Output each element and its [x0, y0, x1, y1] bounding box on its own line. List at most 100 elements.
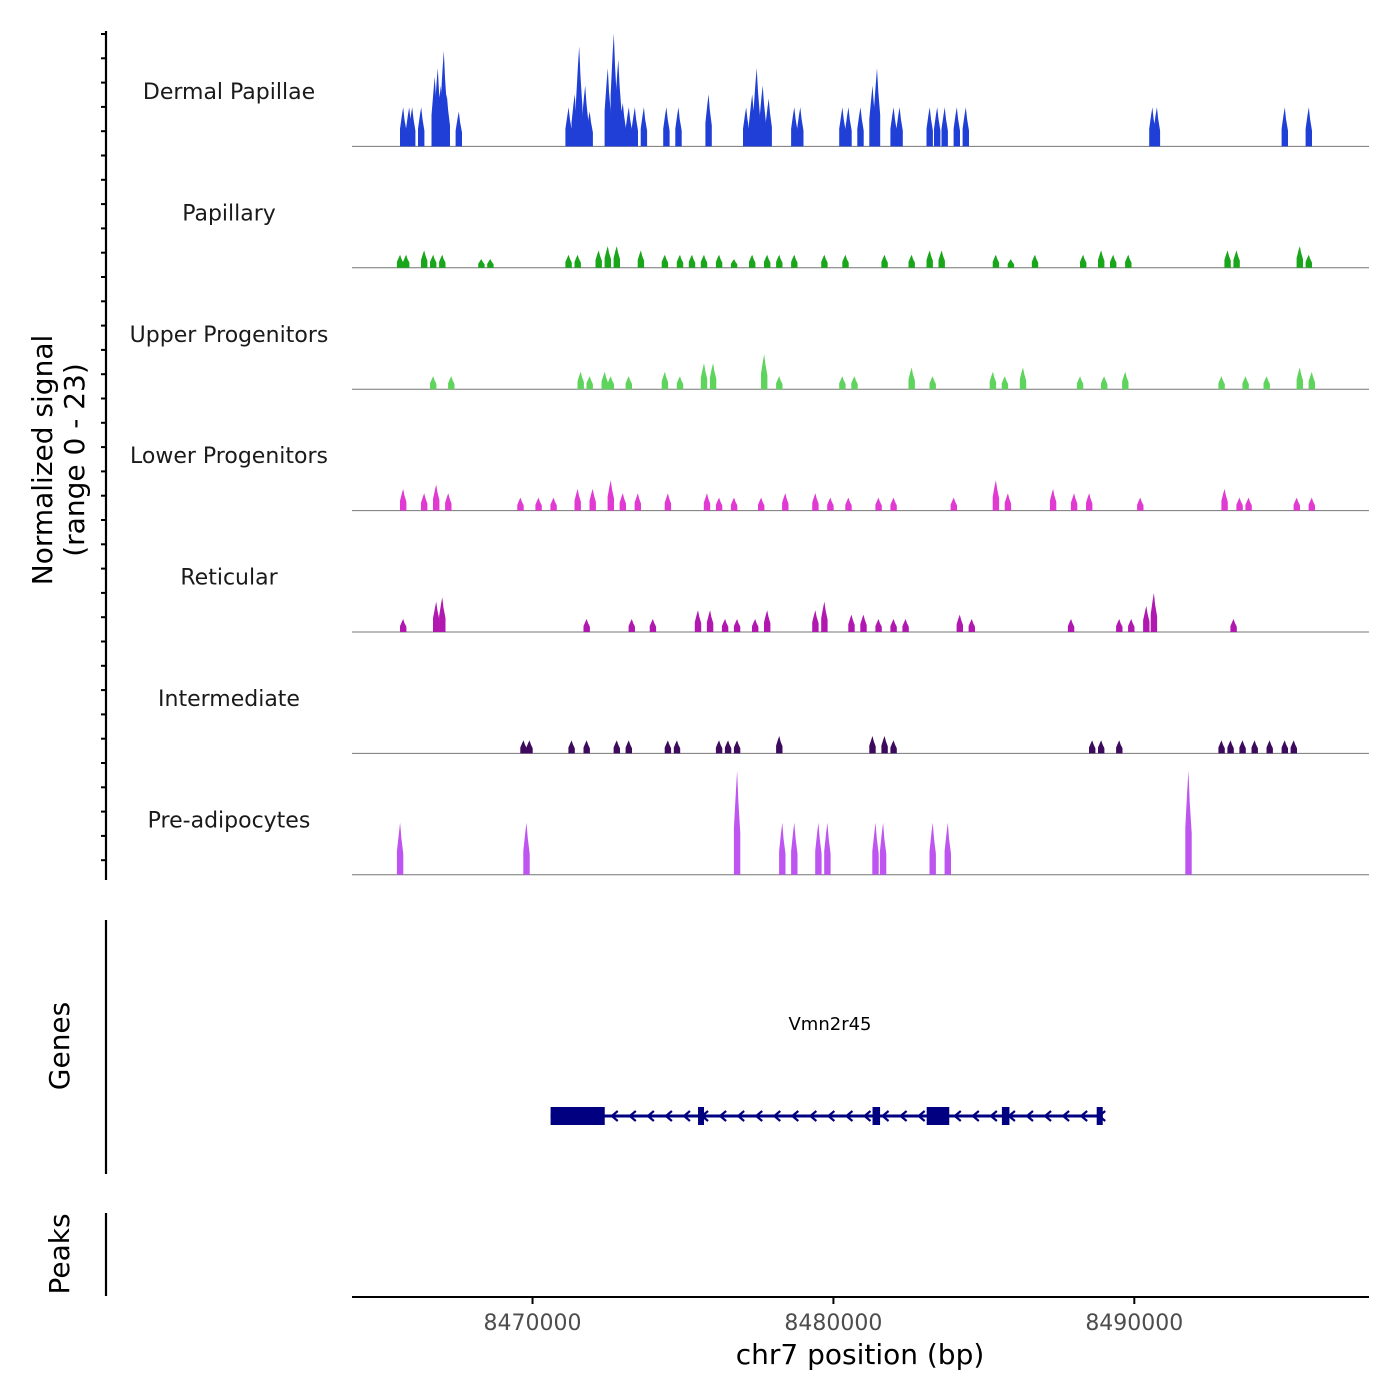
signal-peak [601, 371, 608, 390]
signal-peak [443, 94, 450, 147]
signal-peak [550, 497, 557, 511]
signal-peak [812, 493, 819, 511]
peaks-label: Peaks [43, 1213, 76, 1294]
signal-peak [1019, 367, 1027, 390]
signal-peak [1007, 259, 1015, 268]
strand-arrow [808, 1110, 818, 1122]
signal-peak [676, 254, 684, 268]
signal-peak [929, 376, 936, 390]
signal-peak [418, 107, 425, 147]
signal-peak [1296, 367, 1303, 390]
coverage-tracks: Dermal Papillae Papillary Upper Progenitor… [130, 33, 1369, 876]
gene-exon [1096, 1107, 1103, 1125]
strand-arrow [664, 1110, 673, 1122]
track-label: Reticular [180, 566, 278, 591]
signal-peak [1221, 488, 1228, 511]
signal-peak [956, 614, 963, 632]
signal-peak [1122, 371, 1129, 390]
signal-peak [721, 619, 729, 632]
signal-peak [487, 259, 494, 268]
signal-peak [574, 254, 581, 268]
signal-peak [926, 107, 933, 147]
signal-peak [1281, 107, 1288, 147]
track-reticular: Reticular [180, 566, 1369, 633]
signal-peak [517, 497, 524, 511]
signal-peak [749, 254, 756, 268]
signal-peak [1153, 107, 1161, 147]
signal-peak [661, 371, 669, 390]
signal-peak [1125, 254, 1132, 268]
signal-peak [619, 102, 626, 147]
signal-peak [776, 376, 783, 390]
signal-peak [845, 497, 852, 511]
signal-peak [663, 107, 670, 147]
signal-peak [625, 740, 632, 754]
track-label: Pre-adipocytes [148, 808, 311, 833]
strand-arrow [880, 1110, 890, 1122]
signal-peak [583, 619, 590, 632]
signal-peak [421, 250, 428, 268]
strand-arrow [989, 1110, 998, 1122]
signal-peak [941, 107, 948, 147]
signal-peak [797, 107, 804, 147]
signal-peak [764, 610, 771, 632]
strand-arrow [1061, 1110, 1070, 1122]
signal-peak [676, 376, 684, 390]
signal-peak [664, 493, 672, 511]
signal-peak [1004, 493, 1012, 511]
signal-peak [791, 822, 798, 875]
gene-exon [698, 1107, 705, 1125]
strand-arrow [736, 1110, 745, 1122]
signal-peak [873, 68, 881, 147]
strand-arrow [1043, 1110, 1052, 1122]
signal-peak [1227, 740, 1234, 754]
signal-peak [1296, 246, 1303, 268]
strand-arrow [862, 1110, 872, 1122]
signal-peak [992, 254, 1000, 268]
signal-peak [595, 250, 602, 268]
signal-peak [433, 484, 440, 511]
strand-arrow [1079, 1110, 1088, 1122]
x-tick-label: 8490000 [1085, 1311, 1183, 1336]
signal-peak [700, 254, 708, 268]
signal-peak [1116, 740, 1123, 754]
signal-peak [396, 254, 404, 268]
x-axis-label: chr7 position (bp) [736, 1338, 985, 1371]
strand-arrow [646, 1110, 655, 1122]
signal-peak [929, 822, 936, 875]
signal-peak [1224, 250, 1231, 268]
gene-exon [550, 1107, 605, 1125]
signal-peak [875, 497, 882, 511]
signal-peak [879, 822, 887, 875]
signal-peak [875, 619, 882, 632]
signal-peak [613, 246, 620, 268]
strand-arrow [844, 1110, 854, 1122]
signal-peak [703, 493, 711, 511]
signal-peak [1001, 376, 1009, 390]
signal-peak [827, 497, 834, 511]
strand-arrow [718, 1110, 727, 1122]
signal-peak [950, 497, 957, 511]
signal-peak [625, 107, 632, 147]
signal-peak [815, 822, 822, 875]
track-label: Upper Progenitors [130, 323, 329, 348]
signal-peak [881, 736, 888, 754]
track-papillary: Papillary [182, 201, 1369, 269]
signal-peak [430, 376, 437, 390]
signal-peak [926, 250, 933, 268]
track-label: Intermediate [158, 687, 300, 712]
signal-peak [700, 363, 708, 390]
signal-peak [759, 85, 766, 147]
signal-peak [791, 107, 798, 147]
x-tick-label: 8480000 [784, 1311, 882, 1336]
y-axis-label-line1: Normalized signal [26, 335, 59, 586]
signal-peak [779, 822, 786, 875]
signal-peak [649, 619, 657, 632]
signal-peak [839, 376, 846, 390]
signal-peak [872, 822, 879, 875]
signal-peak [1128, 619, 1135, 632]
signal-peak [574, 488, 581, 511]
signal-peak [860, 614, 867, 632]
signal-peak [619, 493, 626, 511]
signal-peak [1308, 497, 1315, 511]
